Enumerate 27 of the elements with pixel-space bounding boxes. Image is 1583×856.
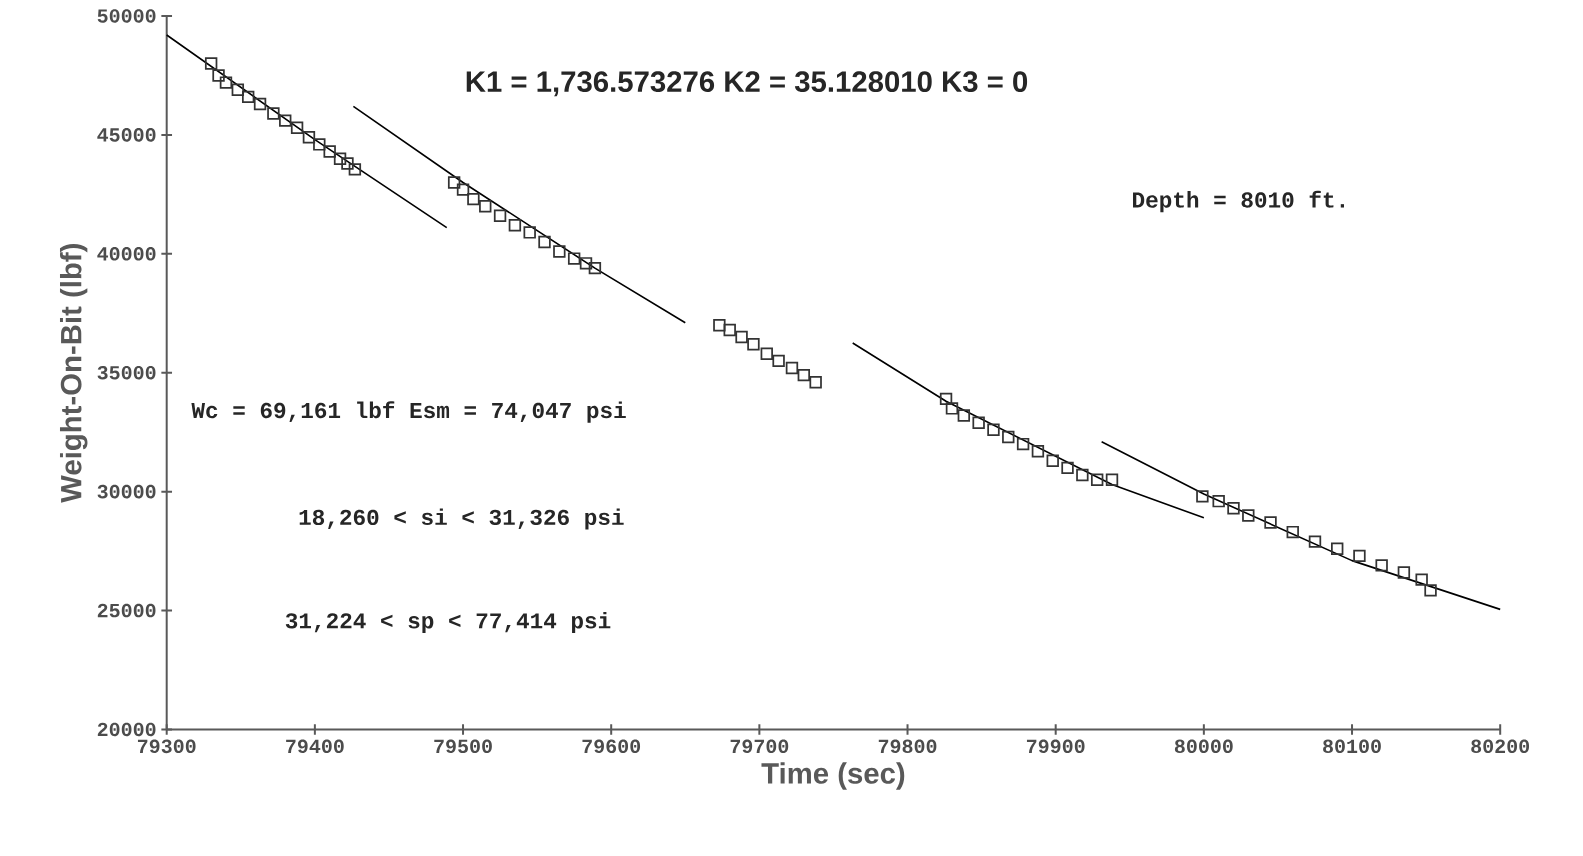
- y-axis-title: Weight-On-Bit (lbf): [59, 244, 88, 503]
- x-tick-label: 79500: [434, 739, 492, 754]
- line-series: [851, 342, 1205, 519]
- y-tick-label: 40000: [97, 246, 156, 261]
- x-tick-label: 79700: [730, 739, 789, 754]
- x-tick-label: 80100: [1323, 739, 1381, 754]
- annotation: Wc = 69,161 lbf Esm = 74,047 psi: [191, 401, 626, 423]
- annotation: 31,224 < sp < 77,414 psi: [285, 611, 611, 633]
- x-tick-label: 80000: [1174, 739, 1233, 754]
- annotation: Depth = 8010 ft.: [1133, 190, 1344, 213]
- y-tick-label: 25000: [97, 603, 156, 618]
- y-tick-label: 35000: [97, 365, 156, 380]
- y-tick-label: 30000: [97, 484, 156, 499]
- x-tick-label: 79800: [878, 739, 937, 754]
- annotation: K1 = 1,736.573276 K2 = 35.128010 K3 = 0: [466, 71, 1028, 97]
- y-tick-label: 50000: [97, 9, 156, 23]
- x-tick-label: 79400: [286, 739, 344, 754]
- y-tick-label: 45000: [97, 128, 156, 142]
- x-axis-title: Time (sec): [761, 762, 905, 790]
- x-tick-label: 79600: [582, 739, 641, 754]
- annotation: 18,260 < si < 31,326 psi: [299, 508, 624, 530]
- line-series: [352, 105, 687, 324]
- y-tick-label: 20000: [97, 722, 156, 737]
- line-series: [1100, 440, 1501, 611]
- x-tick-label: 79900: [1026, 739, 1085, 754]
- x-tick-label: 79300: [137, 739, 196, 754]
- x-tick-label: 80200: [1471, 739, 1530, 754]
